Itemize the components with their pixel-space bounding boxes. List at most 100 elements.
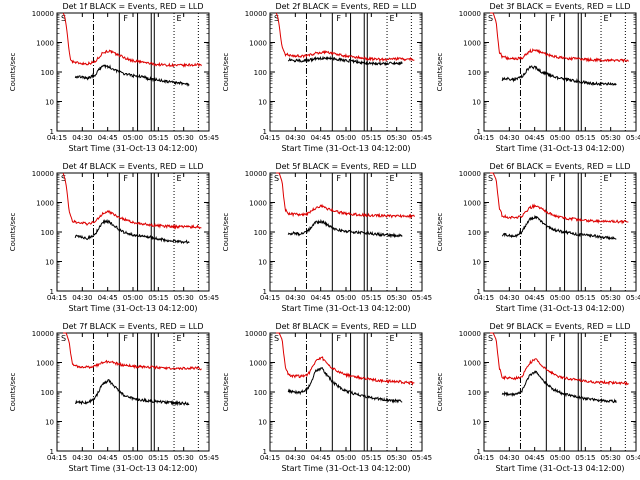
x-tick-label: 05:45	[199, 134, 219, 142]
x-tick-label: 05:45	[412, 454, 432, 462]
x-tick-label: 04:15	[47, 134, 67, 142]
series-lld-red	[62, 172, 202, 230]
panel-1: Det 1f BLACK = Events, RED = LLD Counts/s…	[9, 2, 219, 153]
y-tick-label: 10	[472, 99, 481, 107]
x-tick-label: 04:45	[525, 294, 545, 302]
x-tick-label: 05:15	[575, 134, 595, 142]
x-axis-label: Start Time (31-Oct-13 04:12:00)	[68, 144, 197, 153]
y-axis-label: Counts/sec	[436, 53, 444, 92]
y-tick-label: 1000	[36, 360, 54, 368]
y-tick-label: 100	[468, 229, 481, 237]
panel-title: Det 4f BLACK = Events, RED = LLD	[62, 162, 203, 171]
y-tick-label: 100	[41, 69, 54, 77]
x-tick-label: 04:45	[98, 454, 118, 462]
x-tick-label: 04:30	[499, 454, 519, 462]
series-lld-red	[490, 12, 629, 64]
marker-label: S	[61, 174, 66, 183]
series-events-black	[287, 367, 403, 404]
marker-label: F	[123, 334, 128, 343]
y-tick-label: 10000	[32, 170, 54, 178]
y-tick-label: 10	[45, 419, 54, 427]
marker-label: S	[274, 14, 279, 23]
marker-label: S	[488, 334, 493, 343]
panel-6: Det 6f BLACK = Events, RED = LLD Counts/s…	[436, 162, 640, 313]
y-tick-label: 10000	[459, 170, 481, 178]
x-tick-label: 05:15	[148, 454, 168, 462]
series-lld-red	[490, 332, 629, 386]
x-tick-label: 05:45	[626, 294, 640, 302]
x-tick-label: 04:45	[98, 134, 118, 142]
y-axis-label: Counts/sec	[222, 53, 230, 92]
marker-label: F	[336, 334, 341, 343]
x-tick-label: 04:15	[474, 134, 494, 142]
x-tick-label: 04:15	[474, 294, 494, 302]
plot-frame	[56, 12, 210, 132]
series-events-black	[74, 219, 190, 245]
series-events-black	[287, 218, 403, 239]
marker-label: E	[177, 14, 182, 23]
y-tick-label: 1	[477, 128, 481, 136]
x-tick-label: 05:00	[336, 134, 356, 142]
marker-label: F	[336, 174, 341, 183]
marker-label: E	[390, 174, 395, 183]
x-tick-label: 04:30	[285, 134, 305, 142]
y-axis-label: Counts/sec	[436, 373, 444, 412]
y-tick-label: 1	[477, 448, 481, 456]
x-tick-label: 05:45	[199, 294, 219, 302]
x-tick-label: 04:30	[72, 294, 92, 302]
x-tick-label: 05:30	[601, 294, 621, 302]
x-tick-label: 04:45	[98, 294, 118, 302]
marker-label: F	[336, 14, 341, 23]
x-axis-label: Start Time (31-Oct-13 04:12:00)	[495, 304, 624, 313]
y-tick-label: 10	[45, 99, 54, 107]
x-tick-label: 04:30	[72, 134, 92, 142]
series-events-black	[287, 55, 403, 67]
series-lld-red	[63, 332, 202, 371]
series-lld-red	[490, 172, 629, 225]
marker-label: F	[550, 334, 555, 343]
panel-9: Det 9f BLACK = Events, RED = LLD Counts/s…	[436, 322, 640, 473]
x-tick-label: 04:45	[525, 134, 545, 142]
marker-label: E	[177, 174, 182, 183]
y-tick-label: 10000	[459, 330, 481, 338]
x-tick-label: 05:45	[412, 294, 432, 302]
y-tick-label: 1	[263, 128, 267, 136]
x-tick-label: 05:00	[123, 134, 143, 142]
x-tick-label: 04:45	[311, 454, 331, 462]
x-axis-label: Start Time (31-Oct-13 04:12:00)	[281, 464, 410, 473]
y-tick-label: 100	[254, 389, 267, 397]
y-tick-label: 1	[50, 288, 54, 296]
marker-label: F	[550, 14, 555, 23]
x-tick-label: 05:30	[174, 134, 194, 142]
y-tick-label: 10000	[245, 170, 267, 178]
y-tick-label: 10000	[32, 10, 54, 18]
panel-title: Det 5f BLACK = Events, RED = LLD	[275, 162, 416, 171]
x-tick-label: 05:15	[361, 134, 381, 142]
y-axis-label: Counts/sec	[9, 53, 17, 92]
marker-label: E	[604, 174, 609, 183]
y-tick-label: 1	[50, 448, 54, 456]
panel-7: Det 7f BLACK = Events, RED = LLD Counts/s…	[9, 322, 219, 473]
marker-label: S	[274, 334, 279, 343]
x-tick-label: 05:30	[601, 454, 621, 462]
x-tick-label: 04:15	[474, 454, 494, 462]
panel-4: Det 4f BLACK = Events, RED = LLD Counts/s…	[9, 162, 219, 313]
x-tick-label: 05:15	[575, 454, 595, 462]
marker-label: F	[123, 14, 128, 23]
x-tick-label: 04:15	[260, 294, 280, 302]
y-tick-label: 1000	[463, 40, 481, 48]
x-axis-label: Start Time (31-Oct-13 04:12:00)	[495, 144, 624, 153]
y-tick-label: 100	[254, 229, 267, 237]
series-lld-red	[276, 332, 415, 386]
panel-2: Det 2f BLACK = Events, RED = LLD Counts/s…	[222, 2, 432, 153]
plot-frame	[56, 332, 210, 452]
x-axis-label: Start Time (31-Oct-13 04:12:00)	[68, 304, 197, 313]
x-axis-label: Start Time (31-Oct-13 04:12:00)	[68, 464, 197, 473]
x-tick-label: 04:30	[285, 454, 305, 462]
y-tick-label: 1000	[36, 200, 54, 208]
y-tick-label: 10000	[32, 330, 54, 338]
marker-label: S	[488, 174, 493, 183]
marker-label: E	[390, 334, 395, 343]
panel-title: Det 9f BLACK = Events, RED = LLD	[489, 322, 630, 331]
x-axis-label: Start Time (31-Oct-13 04:12:00)	[281, 304, 410, 313]
